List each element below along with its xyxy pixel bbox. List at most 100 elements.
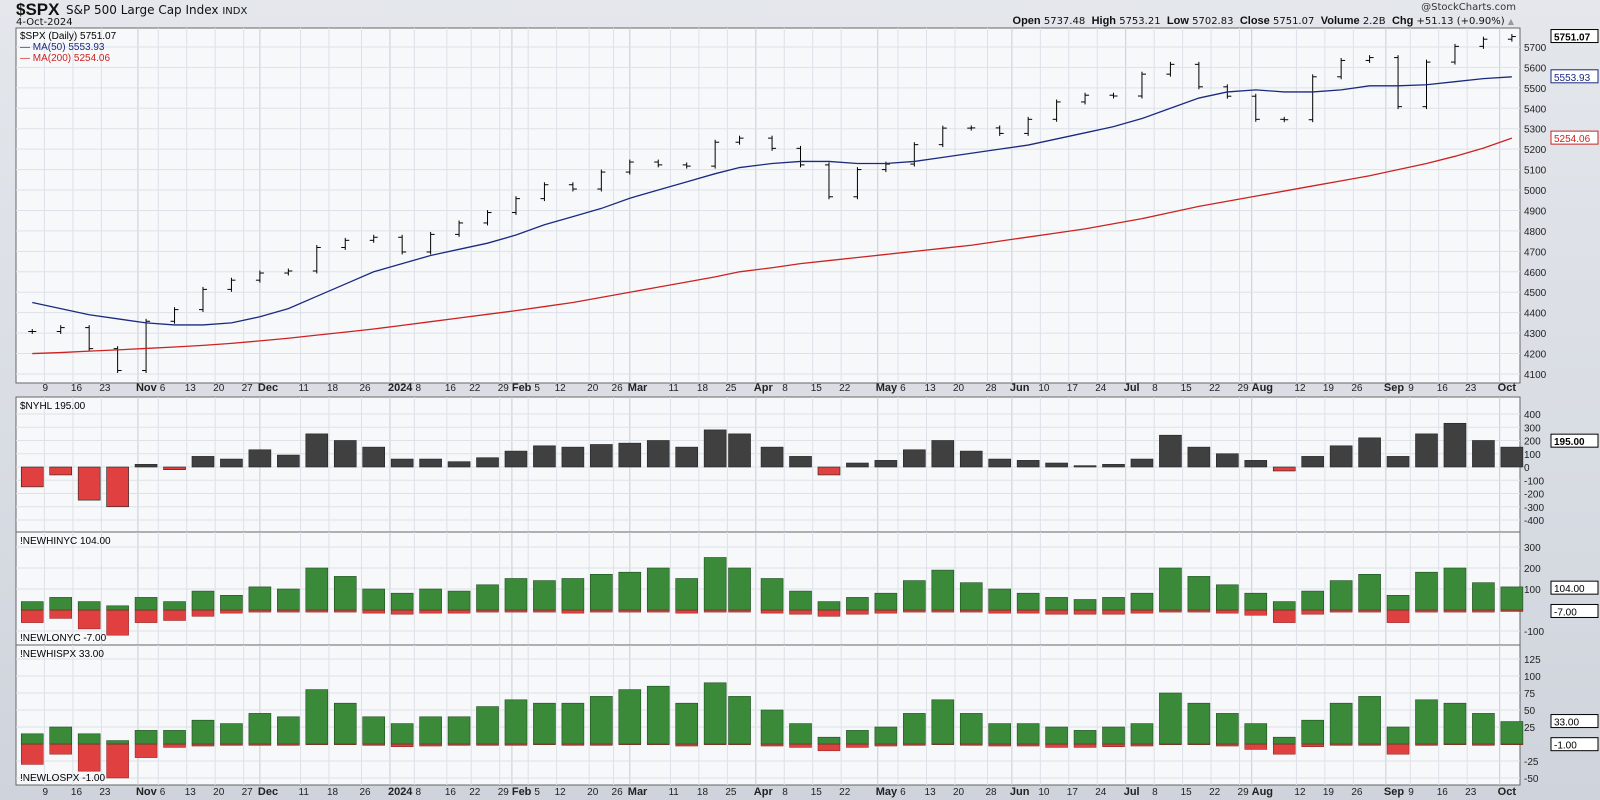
x-tick-label: 18	[327, 383, 339, 394]
x-tick-label: 8	[782, 383, 788, 394]
y-tick-label: -200	[1524, 490, 1544, 501]
y-tick-label: 100	[1524, 450, 1541, 461]
new-highs-bar	[590, 696, 613, 745]
x-tick-label: 29	[498, 787, 510, 798]
x-tick-label: 23	[99, 383, 111, 394]
x-tick-label: 8	[415, 383, 421, 394]
new-highs-bar	[191, 719, 215, 745]
last-value-box	[1550, 714, 1599, 729]
y-tick-label: 4200	[1524, 350, 1547, 361]
new-highs-bar	[760, 578, 784, 611]
ma50-last-label: 5553.93	[1550, 69, 1599, 84]
x-tick-label: Jun	[1010, 382, 1030, 394]
x-tick-label: 11	[668, 383, 679, 394]
x-tick-label: 26	[612, 787, 624, 798]
open-label: Open	[1012, 15, 1041, 27]
x-tick-label: May	[876, 786, 898, 798]
new-lows-bar	[533, 609, 556, 613]
x-tick-label: Oct	[1498, 786, 1517, 798]
new-highs-bar	[49, 726, 73, 745]
x-tick-label: 18	[697, 383, 709, 394]
last-value-text: 33.00	[1554, 718, 1579, 729]
x-tick-label: Aug	[1252, 786, 1273, 798]
nyhl-bar	[1443, 422, 1467, 468]
new-highs-bar	[1443, 567, 1467, 611]
y-tick-label: 4600	[1524, 268, 1547, 279]
new-highs-bar	[959, 582, 983, 611]
new-lows-bar	[1386, 609, 1410, 623]
new-highs-bar	[20, 733, 44, 745]
new-lows-bar	[134, 743, 158, 758]
new-lows-bar	[1130, 609, 1154, 614]
new-lows-bar	[646, 609, 670, 613]
y-tick-label: 5200	[1524, 145, 1547, 156]
new-highs-bar	[476, 706, 499, 745]
x-tick-label: 15	[1181, 383, 1193, 394]
new-highs-bar	[903, 580, 926, 611]
x-tick-label: 26	[612, 383, 624, 394]
x-tick-label: 13	[925, 787, 937, 798]
last-value-text: 5553.93	[1554, 73, 1591, 84]
nyhl-bar	[1102, 464, 1125, 468]
y-tick-label: -400	[1524, 516, 1544, 527]
x-tick-label: 29	[1238, 383, 1250, 394]
x-tick-label: Jul	[1124, 786, 1140, 798]
x-tick-label: 26	[360, 383, 372, 394]
nyhl-bar	[362, 446, 386, 468]
new-lows-bar	[447, 609, 471, 614]
new-lows-bar	[1301, 743, 1324, 747]
x-tick-label: 6	[900, 787, 906, 798]
new-highs-bar	[1073, 730, 1097, 745]
new-lows-bar	[277, 609, 300, 613]
y-tick-label: 100	[1524, 672, 1541, 683]
new-lows-bar	[77, 743, 101, 772]
new-highs-bar	[447, 716, 471, 745]
x-tick-label: 26	[360, 787, 372, 798]
new-highs-bar	[163, 601, 186, 611]
new-highs-bar	[447, 590, 471, 611]
new-highs-bar	[333, 702, 357, 745]
new-highs-last-label: 104.00	[1550, 580, 1599, 595]
price-legend: $SPX (Daily) 5751.07	[20, 31, 117, 42]
x-tick-label: 22	[469, 383, 481, 394]
nyhl-bar	[1244, 460, 1268, 468]
new-highs-bar	[1216, 713, 1239, 745]
y-tick-label: 4500	[1524, 288, 1547, 299]
last-value-text: 5751.07	[1554, 33, 1591, 44]
y-tick-label: 5600	[1524, 63, 1547, 74]
y-tick-label: -100	[1524, 476, 1544, 487]
new-lows-bar	[1159, 609, 1182, 613]
x-tick-label: 11	[668, 787, 679, 798]
new-highs-bar	[390, 723, 414, 745]
new-lows-bar	[789, 609, 812, 615]
x-tick-label: Dec	[258, 382, 278, 394]
new-lows-bar	[561, 609, 585, 614]
x-tick-label: 16	[445, 787, 457, 798]
y-tick-label: 4700	[1524, 247, 1547, 258]
x-tick-label: 12	[555, 383, 567, 394]
y-tick-label: 400	[1524, 410, 1541, 421]
new-highs-bar	[1073, 599, 1097, 611]
new-lows-bar	[163, 609, 186, 621]
x-tick-label: 9	[42, 383, 48, 394]
x-tick-label: Sep	[1384, 382, 1404, 394]
last-value-box	[1550, 29, 1599, 44]
new-highs-bar	[618, 689, 642, 745]
new-lows-bar	[1045, 609, 1068, 615]
x-tick-label: 24	[1095, 383, 1107, 394]
new-highs-legend: !NEWHISPX 33.00	[20, 649, 104, 660]
new-highs-bar	[1187, 702, 1211, 745]
nyhl-bar	[106, 466, 129, 508]
new-lows-bar	[49, 609, 72, 619]
x-tick-label: Aug	[1252, 382, 1273, 394]
new-lows-bar	[1216, 609, 1239, 614]
new-lows-bar	[1472, 609, 1495, 613]
y-tick-label: 5000	[1524, 186, 1547, 197]
x-tick-label: 24	[1095, 787, 1107, 798]
new-highs-bar	[1386, 594, 1410, 611]
ma200-last-label: 5254.06	[1550, 130, 1599, 145]
y-tick-label: 200	[1524, 437, 1541, 448]
new-lows-bar	[390, 743, 414, 747]
new-lows-bar	[390, 609, 414, 615]
